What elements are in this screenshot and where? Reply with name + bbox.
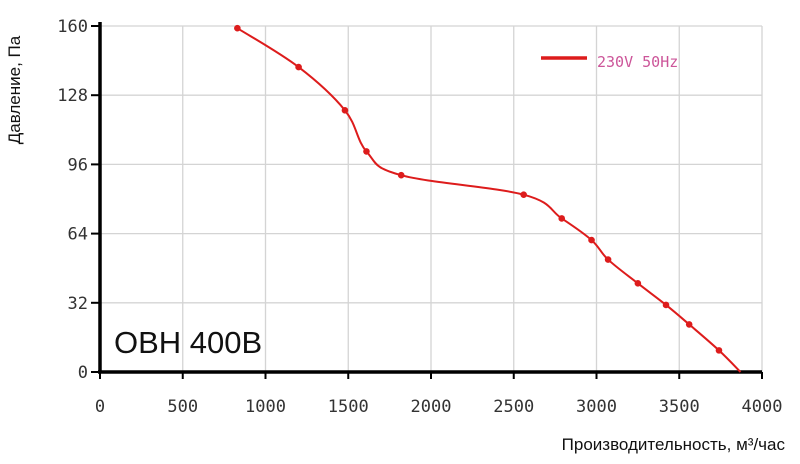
y-tick-label: 64 <box>68 225 88 245</box>
data-point <box>341 107 349 114</box>
legend: 230V 50Hz <box>541 53 678 71</box>
y-tick-label: 96 <box>68 155 88 175</box>
y-tick-labels: 0 32 64 96 128 160 <box>57 17 88 383</box>
x-tick-label: 3000 <box>576 397 617 417</box>
x-tick-label: 0 <box>95 397 105 417</box>
y-tick-label: 128 <box>57 86 88 106</box>
data-point <box>397 171 405 179</box>
y-tick-label: 32 <box>68 294 88 314</box>
data-point <box>234 24 241 32</box>
data-point <box>715 347 723 354</box>
data-point <box>662 301 670 309</box>
x-tick-label: 1000 <box>245 397 286 417</box>
x-tick-label: 4000 <box>742 397 783 417</box>
x-tick-labels: 0 500 1000 1500 2000 2500 3000 3500 4000 <box>95 397 783 417</box>
data-point <box>588 236 595 244</box>
x-axis-title: Производительность, м³/час <box>562 435 786 454</box>
data-point <box>634 280 642 287</box>
series-layer <box>234 24 742 373</box>
data-point <box>363 148 370 155</box>
x-tick-label: 1500 <box>328 397 369 417</box>
legend-label: 230V 50Hz <box>597 53 678 71</box>
data-point <box>685 321 693 328</box>
data-point <box>295 63 302 71</box>
y-tick-label: 0 <box>78 363 88 383</box>
x-tick-label: 2500 <box>493 397 534 417</box>
y-tick-label: 160 <box>57 17 88 37</box>
data-point <box>520 191 527 198</box>
model-label: OBH 400B <box>114 325 262 360</box>
grid-lines <box>100 25 763 372</box>
data-point <box>604 256 612 263</box>
series-line <box>236 27 742 373</box>
data-point <box>558 215 566 222</box>
axes <box>91 22 763 379</box>
y-axis-title: Давление, Па <box>5 35 24 144</box>
x-tick-label: 3500 <box>659 397 700 417</box>
x-tick-label: 500 <box>167 397 198 417</box>
x-tick-label: 2000 <box>411 397 452 417</box>
